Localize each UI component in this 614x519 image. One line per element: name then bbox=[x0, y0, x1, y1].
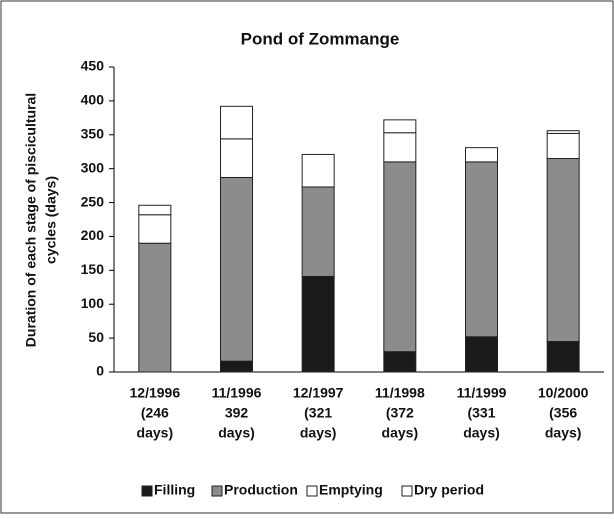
bar-segment bbox=[383, 132, 417, 163]
x-tick-label: 11/1999 bbox=[457, 385, 507, 401]
y-tick-label: 300 bbox=[81, 159, 105, 175]
x-tick-label: days) bbox=[218, 425, 255, 441]
x-tick-label: (356 bbox=[549, 405, 577, 421]
y-tick-label: 350 bbox=[81, 125, 105, 141]
bar-segment bbox=[465, 161, 498, 338]
y-tick-label: 450 bbox=[81, 58, 105, 74]
x-tick-label: days) bbox=[545, 425, 582, 441]
bar-segment bbox=[546, 130, 580, 134]
x-tick-label: 392 bbox=[225, 405, 249, 421]
y-tick-label: 400 bbox=[81, 92, 105, 108]
x-tick-label: 12/1996 bbox=[130, 385, 181, 401]
x-tick-label: 10/2000 bbox=[538, 385, 589, 401]
x-tick-label: days) bbox=[382, 425, 419, 441]
y-axis-label: Duration of each stage of piscicultural bbox=[23, 93, 39, 347]
legend-swatch bbox=[401, 485, 413, 497]
bar-segment bbox=[546, 158, 580, 342]
x-tick-label: 11/1996 bbox=[212, 385, 262, 401]
y-tick-label: 100 bbox=[81, 295, 105, 311]
x-tick-label: (331 bbox=[467, 405, 495, 421]
bar-segment bbox=[546, 341, 580, 373]
bar-segment bbox=[465, 336, 498, 373]
x-tick-label: (246 bbox=[141, 405, 169, 421]
chart-title: Pond of Zommange bbox=[241, 29, 400, 48]
legend-swatch bbox=[211, 485, 223, 497]
bar-segment bbox=[465, 147, 498, 163]
legend-label: Production bbox=[224, 482, 298, 498]
bar-segment bbox=[220, 105, 253, 140]
bar-segment bbox=[383, 119, 417, 134]
bar-segment bbox=[301, 186, 335, 277]
legend-swatch bbox=[141, 485, 153, 497]
bar-segment bbox=[383, 161, 417, 353]
y-tick-label: 200 bbox=[81, 227, 105, 243]
bar-segment bbox=[546, 132, 580, 160]
bar-segment bbox=[220, 138, 253, 178]
bar-segment bbox=[138, 204, 172, 216]
y-tick-label: 50 bbox=[88, 329, 104, 345]
x-tick-label: (372 bbox=[386, 405, 414, 421]
legend-label: Emptying bbox=[319, 482, 383, 498]
bar-segment bbox=[138, 242, 172, 373]
legend-swatch bbox=[306, 485, 318, 497]
x-tick-label: 12/1997 bbox=[293, 385, 344, 401]
y-tick-label: 250 bbox=[81, 193, 105, 209]
x-tick-label: days) bbox=[463, 425, 500, 441]
bar-segment bbox=[220, 176, 253, 362]
y-tick-label: 150 bbox=[81, 261, 105, 277]
bar-segment bbox=[383, 351, 417, 373]
bar-segment bbox=[138, 214, 172, 244]
y-tick-label: 0 bbox=[96, 363, 104, 379]
x-tick-label: (321 bbox=[304, 405, 332, 421]
bar-segment bbox=[220, 360, 253, 373]
bar-segment bbox=[301, 153, 335, 188]
y-axis-label: cycles (days) bbox=[43, 176, 59, 264]
legend-label: Filling bbox=[154, 482, 195, 498]
bar-segment bbox=[301, 275, 335, 373]
x-tick-label: days) bbox=[137, 425, 174, 441]
legend-label: Dry period bbox=[414, 482, 484, 498]
x-tick-label: days) bbox=[300, 425, 337, 441]
x-tick-label: 11/1998 bbox=[375, 385, 425, 401]
